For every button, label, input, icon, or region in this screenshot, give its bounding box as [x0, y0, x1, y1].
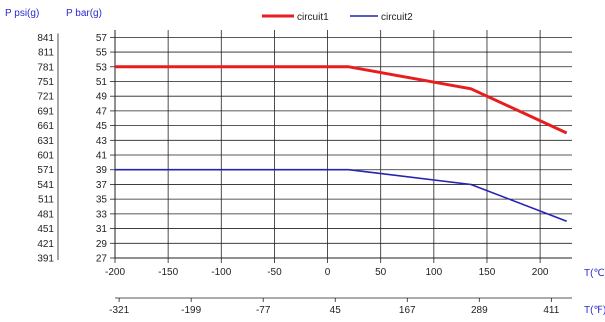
x-tick-label: 150 — [479, 267, 496, 278]
legend-label-circuit2: circuit2 — [381, 12, 413, 23]
y-secondary-tick-label: 391 — [37, 254, 54, 265]
legend: circuit1 circuit2 — [262, 12, 413, 23]
series-line-circuit1 — [115, 65, 568, 135]
y-secondary-tick-label: 721 — [37, 92, 54, 103]
y-secondary-tick-label: 691 — [37, 106, 54, 117]
y-tick-label: 43 — [96, 136, 108, 147]
x-secondary-tick-label: 45 — [330, 305, 342, 316]
axis-labels: 27 391 29 421 31 451 33 481 35 511 37 541 39 571 41 601… — [37, 33, 559, 316]
y-secondary-tick-label: 661 — [37, 121, 54, 132]
y-secondary-tick-label: 481 — [37, 209, 54, 220]
axes — [57, 30, 572, 302]
x-axis-title: T(℃) — [584, 268, 605, 279]
y-tick-label: 37 — [96, 180, 108, 191]
x-tick-label: 200 — [532, 267, 549, 278]
x-secondary-tick-label: -77 — [256, 305, 271, 316]
grid-lines — [114, 30, 572, 259]
y-tick-label: 47 — [96, 106, 108, 117]
y-tick-label: 53 — [96, 62, 108, 73]
x-tick-label: 50 — [375, 267, 387, 278]
x-secondary-tick-label: -321 — [109, 305, 129, 316]
y-tick-label: 51 — [96, 77, 108, 88]
x-secondary-tick-label: 167 — [399, 305, 416, 316]
x-tick-label: -150 — [158, 267, 178, 278]
y-secondary-tick-label: 631 — [37, 136, 54, 147]
y-axis-title: P bar(g) — [66, 8, 102, 19]
y-secondary-tick-label: 541 — [37, 180, 54, 191]
y-tick-label: 33 — [96, 209, 108, 220]
y-secondary-tick-label: 751 — [37, 77, 54, 88]
series-line-circuit2 — [115, 168, 567, 222]
x-secondary-tick-label: -199 — [181, 305, 201, 316]
x-tick-label: 0 — [325, 267, 331, 278]
y-tick-label: 57 — [96, 33, 108, 44]
y-secondary-tick-label: 571 — [37, 165, 54, 176]
y-secondary-tick-label: 421 — [37, 239, 54, 250]
y-tick-label: 31 — [96, 224, 108, 235]
y-tick-label: 39 — [96, 165, 108, 176]
y-secondary-axis-title: P psi(g) — [5, 8, 39, 19]
y-tick-label: 41 — [96, 151, 108, 162]
y-tick-label: 29 — [96, 239, 108, 250]
y-tick-label: 49 — [96, 92, 108, 103]
x-secondary-tick-label: 411 — [543, 305, 559, 316]
y-secondary-tick-label: 511 — [38, 195, 54, 206]
y-tick-label: 55 — [96, 48, 108, 59]
series-lines — [115, 65, 568, 222]
legend-label-circuit1: circuit1 — [297, 12, 329, 23]
y-secondary-tick-label: 811 — [38, 48, 54, 59]
x-tick-label: -100 — [211, 267, 231, 278]
y-secondary-tick-label: 841 — [37, 33, 54, 44]
y-tick-label: 27 — [96, 254, 108, 265]
y-tick-label: 45 — [96, 121, 108, 132]
x-secondary-axis-title: T(℉) — [584, 305, 605, 316]
y-tick-label: 35 — [96, 195, 108, 206]
y-secondary-tick-label: 781 — [37, 62, 54, 73]
x-tick-label: -50 — [267, 267, 282, 278]
y-secondary-tick-label: 451 — [37, 224, 54, 235]
x-secondary-tick-label: 289 — [471, 305, 488, 316]
y-secondary-tick-label: 601 — [37, 151, 54, 162]
x-tick-label: -200 — [105, 267, 125, 278]
x-tick-label: 100 — [425, 267, 442, 278]
